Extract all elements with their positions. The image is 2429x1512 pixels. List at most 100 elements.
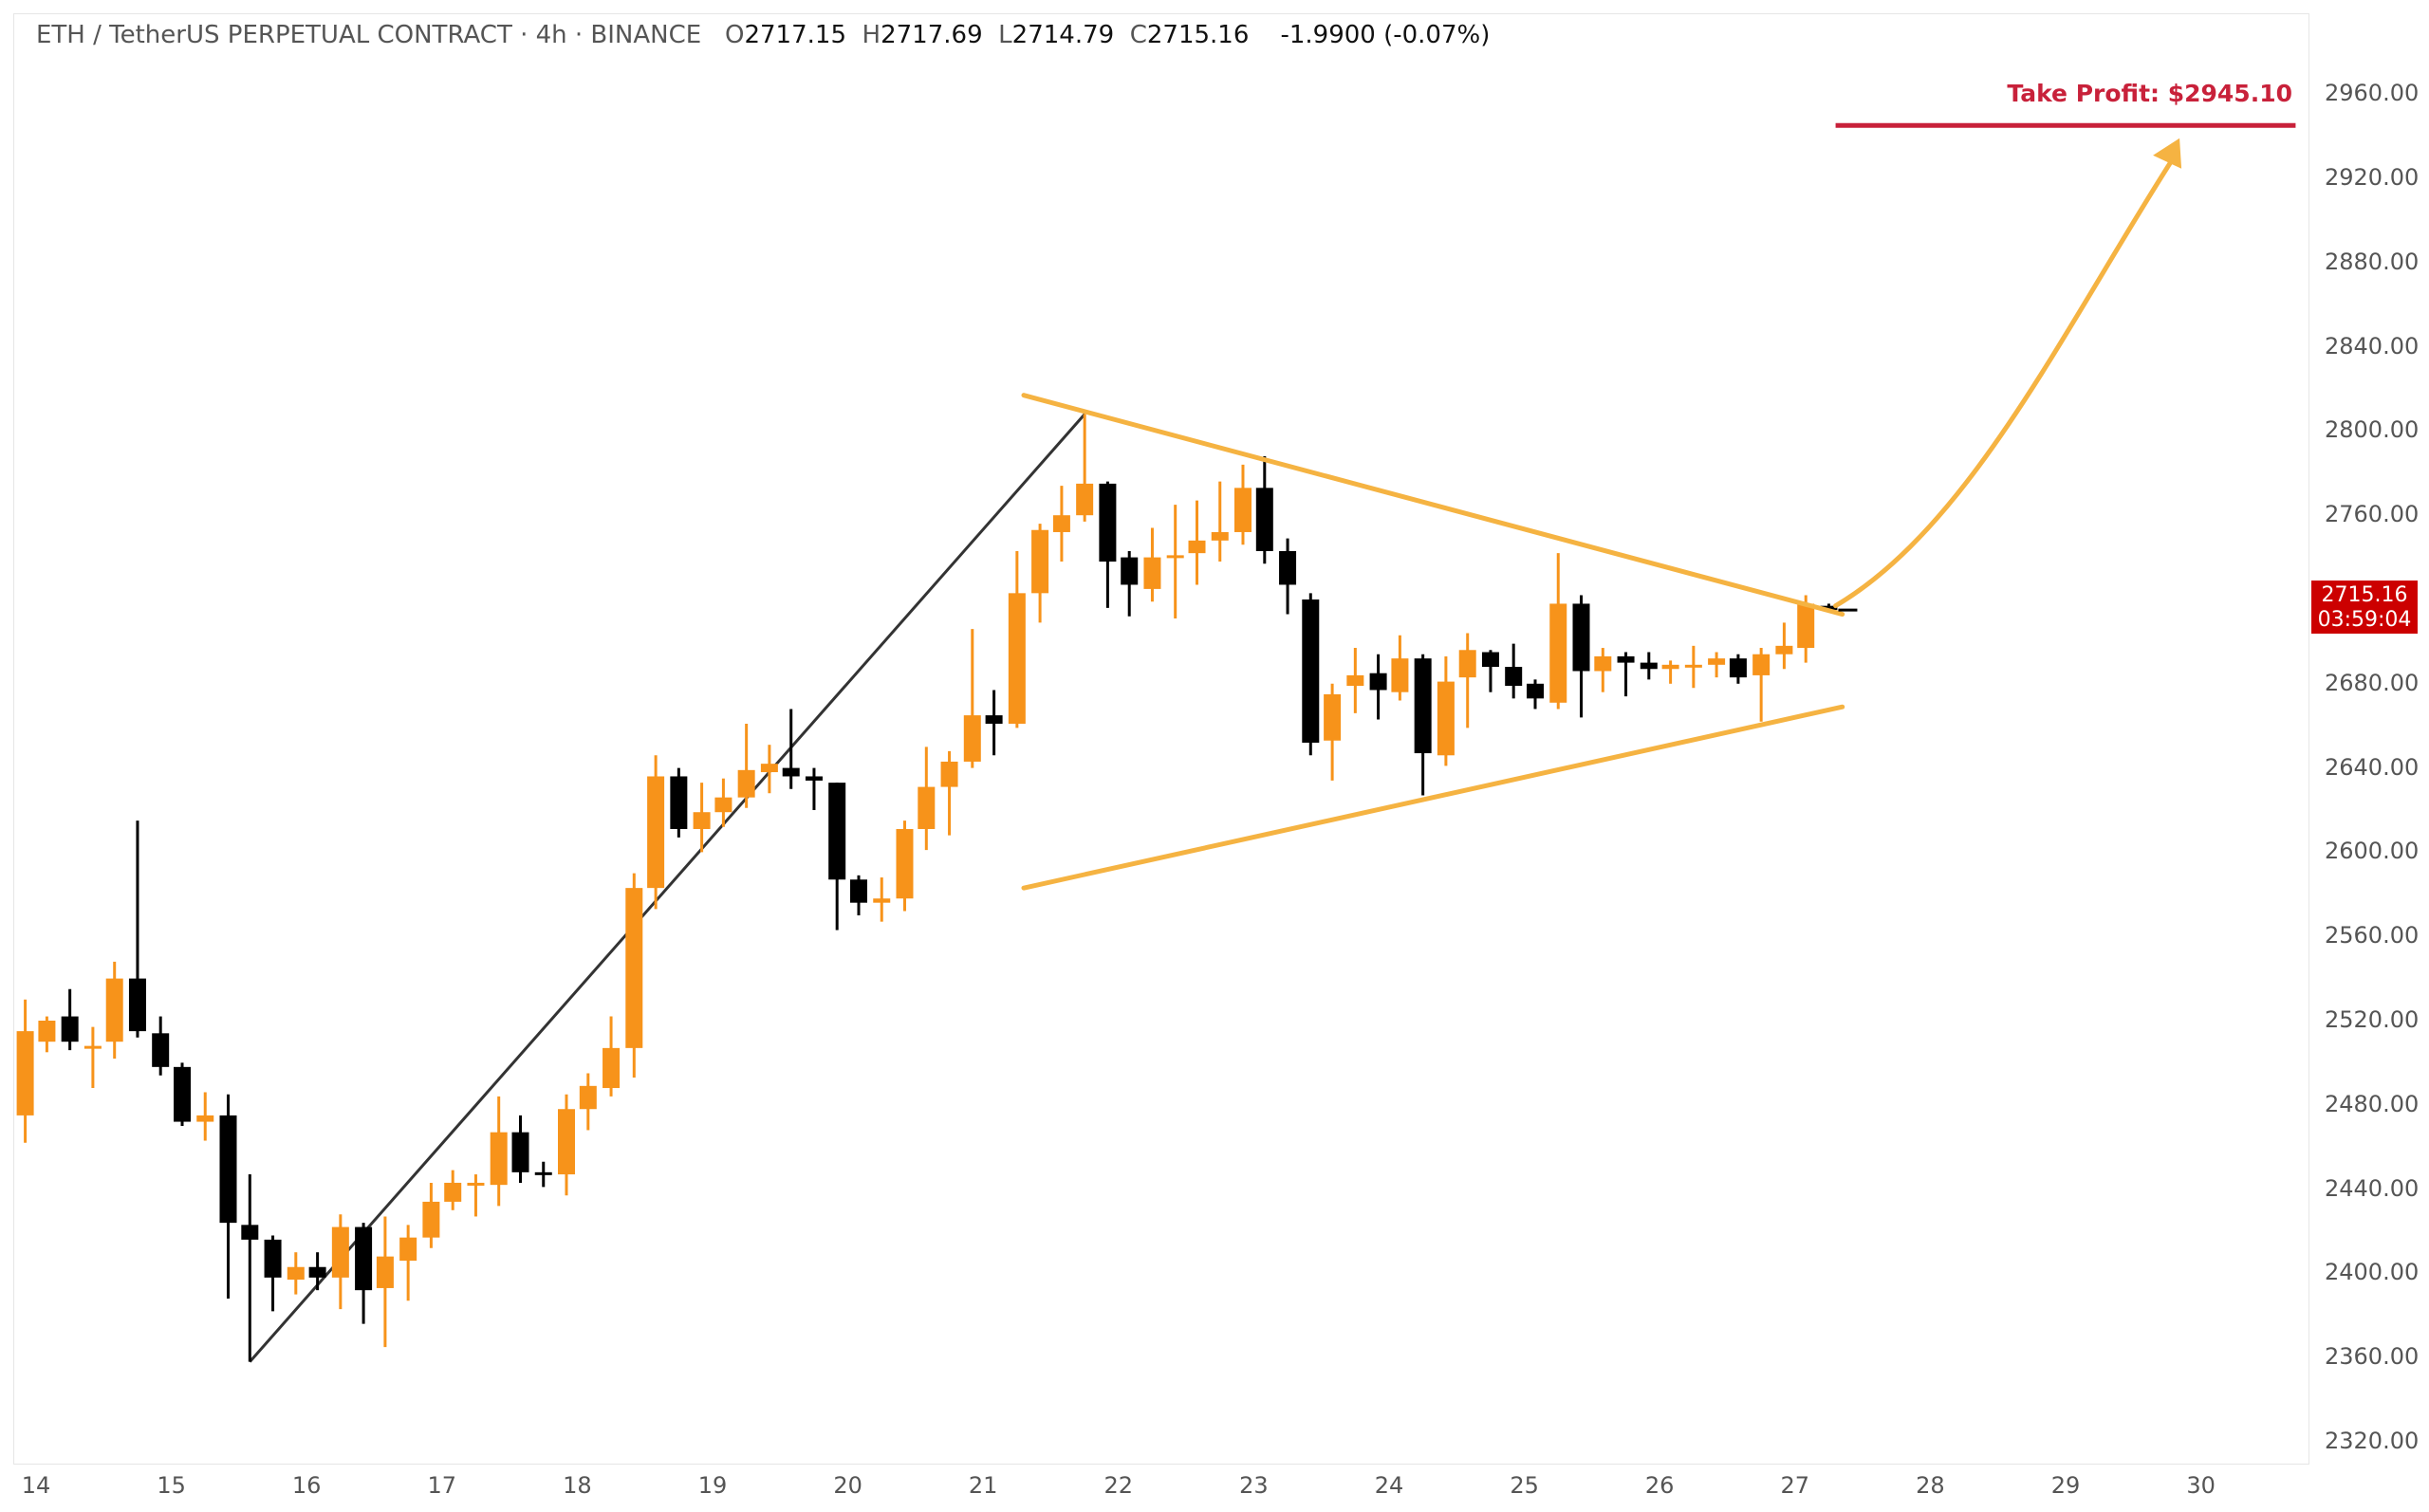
triangle-lower-line [1021,704,1845,891]
last-price-value: 2715.16 [2321,583,2408,607]
close-value: 2715.16 [1146,21,1250,49]
x-tick-label: 30 [2186,1472,2216,1499]
candle-body [805,776,823,781]
candle-body [1549,603,1567,703]
candle-body [1414,658,1432,754]
candle-body [1640,662,1658,670]
x-tick-label: 15 [157,1472,186,1499]
x-tick-label: 18 [563,1472,592,1499]
open-label: O [725,21,745,49]
projection-arrowhead [2153,138,2182,169]
candle-body [579,1085,597,1110]
candle-body [1143,557,1161,589]
y-tick-label: 2920.00 [2325,164,2420,191]
y-tick-label: 2760.00 [2325,501,2420,528]
high-label: H [862,21,881,49]
candle-body [152,1033,170,1067]
candle-body [1481,652,1499,668]
candle-body [940,761,958,787]
y-tick-label: 2640.00 [2325,753,2420,781]
candle-body [1437,681,1455,756]
x-tick-label: 29 [2050,1472,2081,1499]
candle-body [1527,683,1545,699]
low-label: L [998,21,1012,49]
candle-body [467,1182,485,1186]
candle-body [1505,667,1523,687]
candle-body [174,1066,192,1122]
last-price-tag: 2715.16 03:59:04 [2311,581,2418,634]
candle-body [1684,664,1702,668]
triangle-upper-line [1021,393,1845,618]
candle-body [1617,655,1635,663]
candle-body [850,879,868,903]
candle-body [308,1266,326,1278]
change-value: -1.9900 (-0.07%) [1280,21,1491,49]
candle-body [16,1031,34,1116]
candle-body [355,1226,373,1291]
x-tick-label: 22 [1103,1472,1134,1499]
symbol-label[interactable]: ETH / TetherUS PERPETUAL CONTRACT · 4h ·… [36,21,702,49]
candle-body [985,715,1003,724]
candle-body [105,978,123,1042]
trend-lines [249,413,1086,1363]
candle-body [219,1115,237,1224]
trend-line [249,413,1086,1363]
y-tick-label: 2320.00 [2325,1428,2420,1454]
y-tick-label: 2360.00 [2325,1343,2420,1371]
y-tick-label: 2400.00 [2325,1259,2420,1286]
candle-body [1661,664,1679,670]
chart-frame [13,13,2309,1465]
y-tick-label: 2800.00 [2325,416,2420,444]
candle-body [1121,557,1139,585]
candle-body [1708,658,1726,665]
y-tick-label: 2520.00 [2325,1006,2420,1033]
candle-body [647,776,665,889]
projection-curve [1833,155,2177,609]
candle-body [1166,555,1184,559]
candle-body [1369,673,1387,691]
candle-body [1031,529,1049,594]
candle-body [625,888,643,1048]
candle-body [1279,550,1297,585]
candle-body [557,1109,575,1175]
candle-body [1302,599,1320,743]
candle-body [1594,655,1612,672]
candle-body [714,797,732,813]
x-tick-label: 23 [1239,1472,1269,1499]
candle-body [128,978,146,1032]
candle-body [1820,605,1838,611]
y-tick-label: 2560.00 [2325,922,2420,950]
candle-body [83,1045,102,1049]
x-tick-label: 20 [833,1472,862,1499]
candle-body [1729,658,1747,678]
x-tick-label: 28 [1916,1472,1945,1499]
x-tick-label: 17 [427,1472,457,1499]
candle-body [873,898,891,903]
candle-body [670,776,688,829]
x-tick-label: 16 [291,1472,322,1499]
bar-countdown: 03:59:04 [2317,608,2412,632]
candle-body [603,1047,621,1089]
candle-body [241,1225,259,1240]
open-value: 2717.15 [744,21,846,49]
candle-body [196,1115,214,1122]
candle-body [1572,603,1590,672]
y-tick-label: 2680.00 [2325,669,2420,696]
candle-body [1458,650,1476,678]
candle-body [782,767,800,777]
candle-body [1188,540,1206,554]
candle-body [444,1182,462,1202]
y-tick-label: 2880.00 [2325,248,2420,275]
candle-body [963,715,981,762]
candle-body [896,828,914,899]
candle-body [1052,515,1070,532]
candle-body [918,786,936,829]
y-tick-label: 2440.00 [2325,1174,2420,1202]
candle-body [1076,483,1094,516]
candle-body [693,812,711,829]
x-tick-label: 26 [1644,1472,1675,1499]
x-tick-label: 14 [21,1472,51,1499]
y-tick-label: 2480.00 [2325,1090,2420,1117]
candle-body [737,769,755,798]
